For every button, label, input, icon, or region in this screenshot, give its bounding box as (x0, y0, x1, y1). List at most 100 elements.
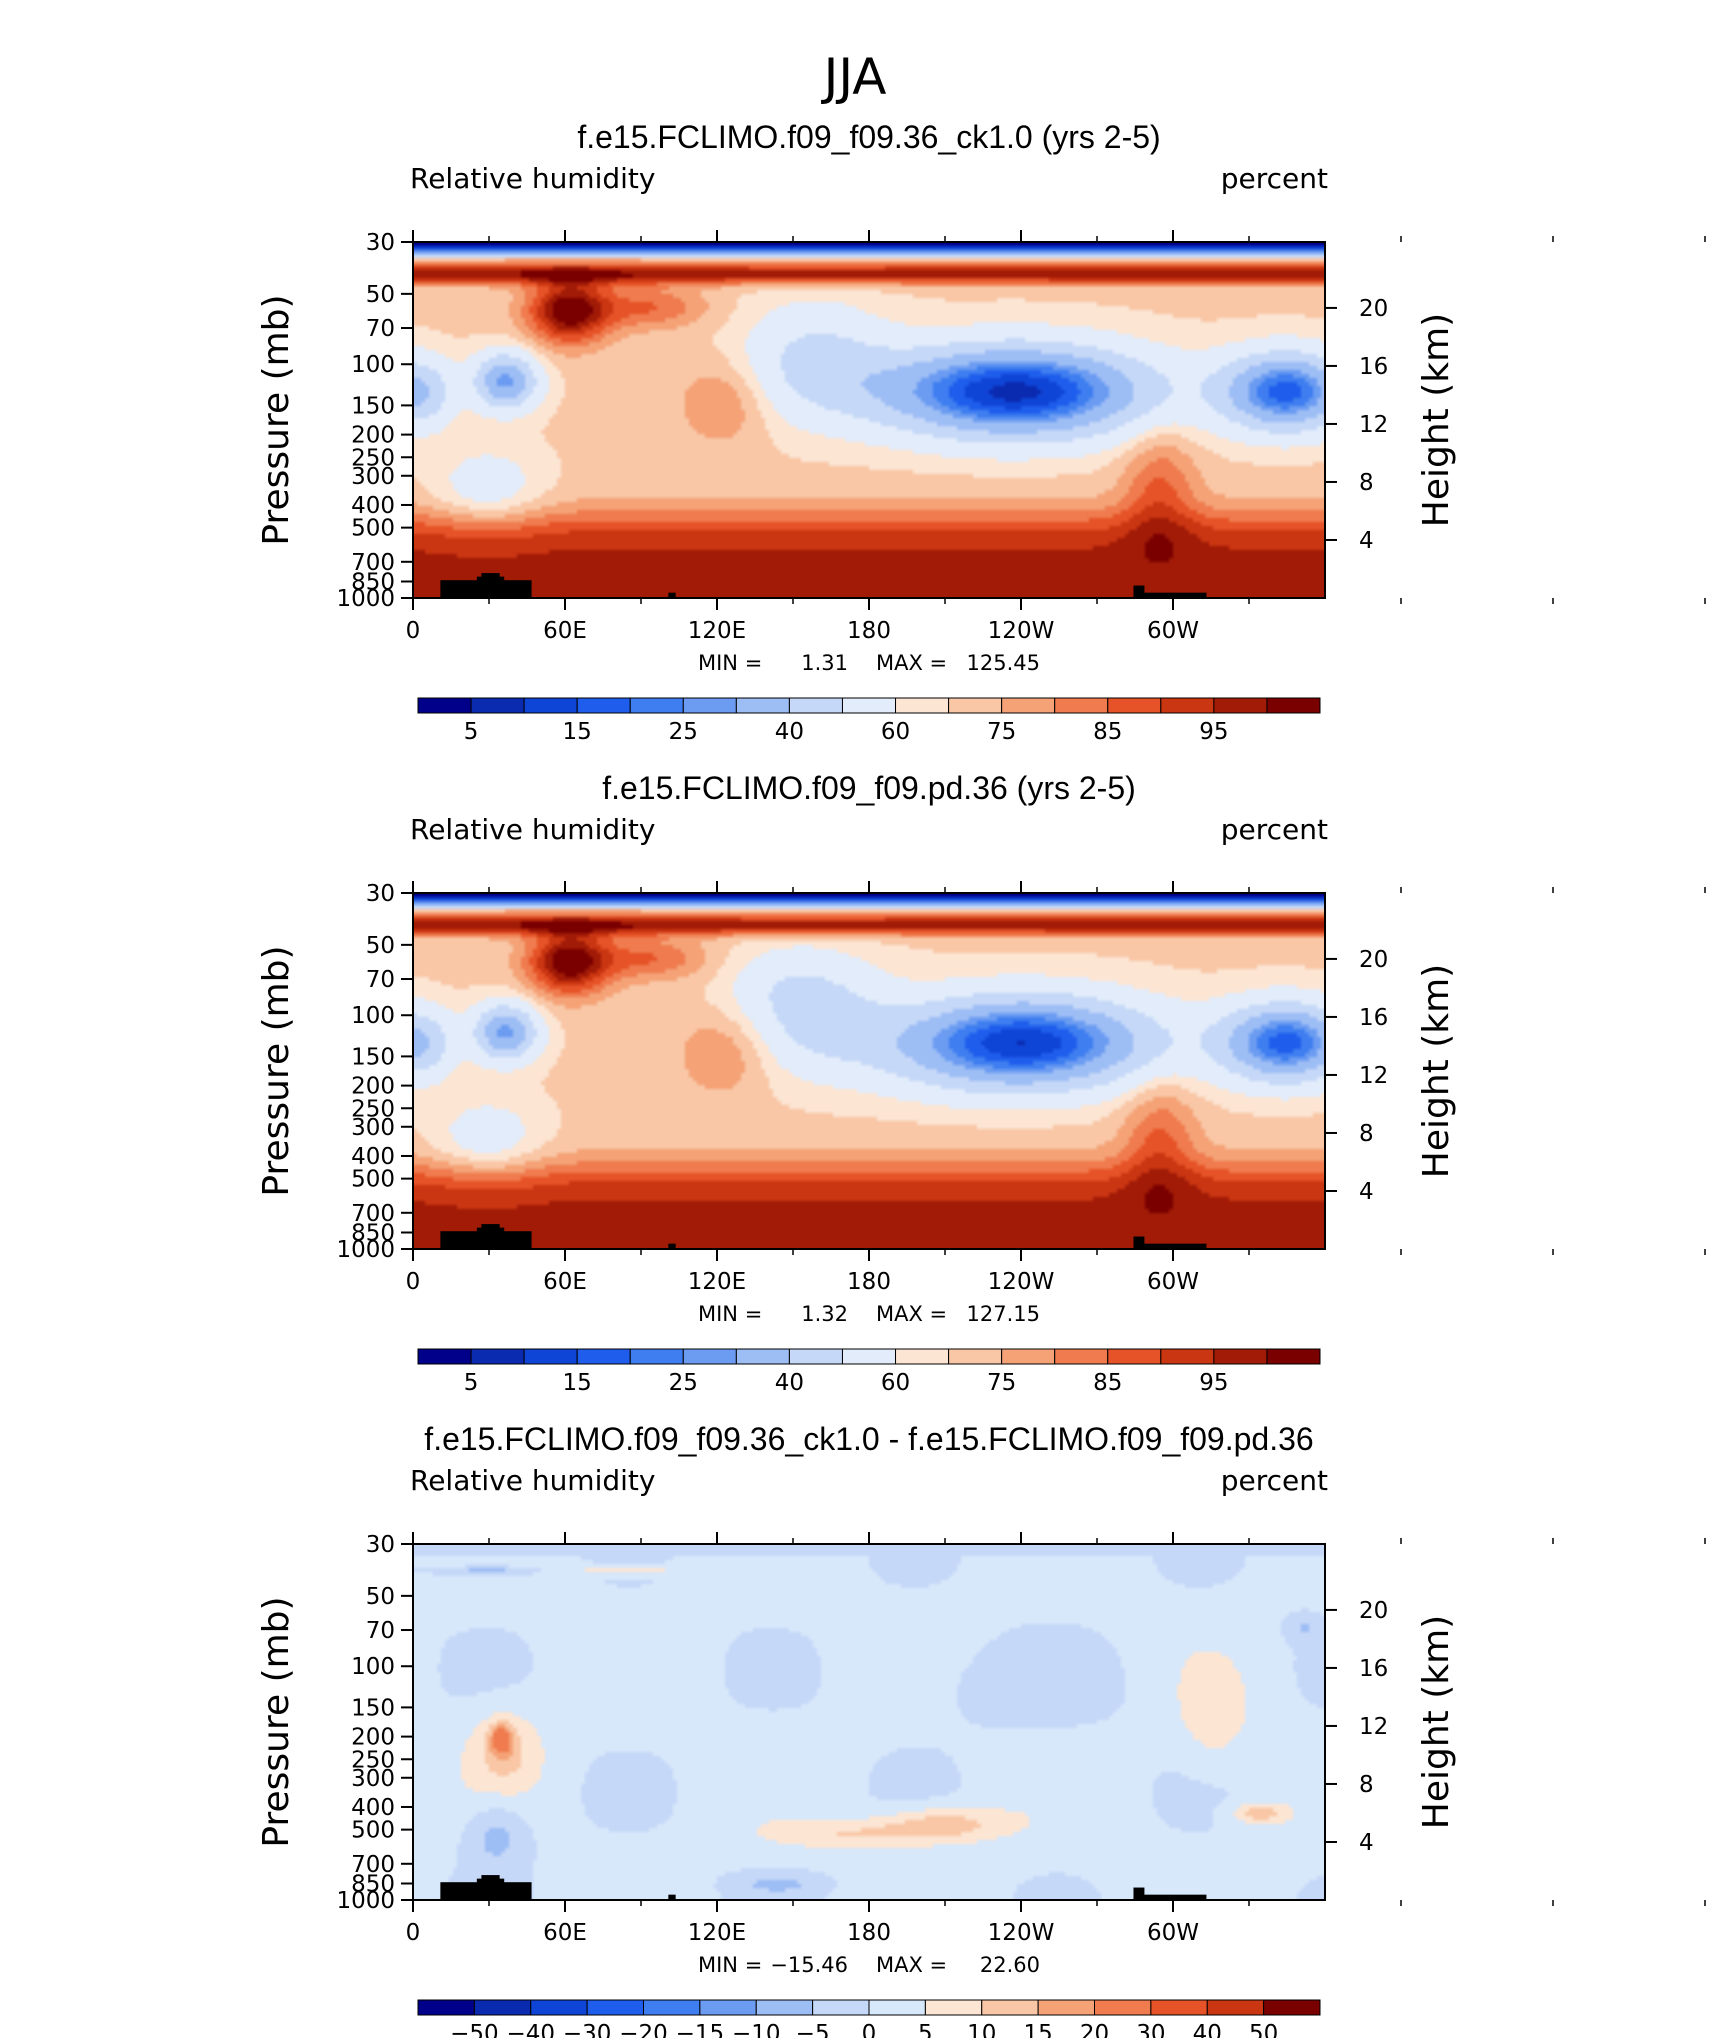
y-tick-label: 150 (351, 1044, 395, 1070)
colorbar-swatch (1054, 697, 1109, 714)
y2-tick-label: 8 (1359, 470, 1374, 496)
colorbar-swatch (981, 1999, 1039, 2016)
panel-left-label: Relative humidity (410, 813, 655, 846)
colorbar-swatch (1266, 1348, 1321, 1365)
max-label: MAX = (876, 1302, 947, 1326)
y-tick-label: 50 (366, 282, 395, 308)
y-tick-label: 700 (351, 550, 395, 576)
topography-block (1133, 1236, 1145, 1249)
colorbar-swatch (1001, 697, 1056, 714)
heatmap-canvas (413, 893, 1325, 1249)
colorbar-swatch (576, 1348, 631, 1365)
y-axis-title: Pressure (mb) (256, 1596, 297, 1847)
colorbar-swatch (1266, 697, 1321, 714)
colorbar: −50 −40 −30 −20 −15 −10 −5 0 5 10 15 20 30 40 50 (417, 1999, 1321, 2038)
topography-block (1133, 1894, 1207, 1900)
y-tick-label: 850 (351, 570, 395, 596)
y-tick-label: 250 (351, 1747, 395, 1773)
x-tick-label: 0 (406, 618, 421, 644)
min-label: MIN = (698, 651, 762, 675)
y-tick-label: 50 (366, 1584, 395, 1610)
colorbar-swatch (530, 1999, 588, 2016)
y-tick-label: 100 (351, 1003, 395, 1029)
y-tick-label: 500 (351, 1167, 395, 1193)
y-tick-label: 100 (351, 1654, 395, 1680)
colorbar-swatch (735, 697, 790, 714)
colorbar-label: 25 (669, 1370, 698, 1396)
y-tick-label: 850 (351, 1872, 395, 1898)
colorbar-label: −20 (619, 2021, 668, 2038)
colorbar-swatch (1263, 1999, 1321, 2016)
y-tick-label: 1000 (336, 1888, 395, 1914)
colorbar-label: −30 (563, 2021, 612, 2038)
colorbar-swatch (735, 1348, 790, 1365)
colorbar-swatch (629, 1348, 684, 1365)
colorbar-label: 5 (464, 1370, 479, 1396)
colorbar-label: 20 (1080, 2021, 1109, 2038)
topography-block (1133, 585, 1145, 598)
panel-left-label: Relative humidity (410, 162, 655, 195)
y2-tick-label: 16 (1359, 354, 1388, 380)
colorbar-label: 15 (563, 1370, 592, 1396)
y2-axis: 20 16 12 8 4 (1325, 1598, 1388, 1856)
panel-3: f.e15.FCLIMO.f09_f09.36_ck1.0 - f.e15.FC… (256, 1421, 1706, 2038)
y2-axis: 20 16 12 8 4 (1325, 296, 1388, 554)
colorbar: 5 15 25 40 60 75 85 95 (417, 1348, 1321, 1396)
topography-block (1133, 1243, 1207, 1249)
colorbar-label: 95 (1199, 719, 1228, 745)
min-max: MIN = 1.32 MAX = 127.15 (698, 1302, 1040, 1326)
colorbar-label: 10 (967, 2021, 996, 2038)
colorbar-swatch (948, 1348, 1003, 1365)
colorbar-label: −50 (450, 2021, 499, 2038)
colorbar-swatch (841, 697, 897, 714)
topography (440, 573, 1207, 598)
x-tick-label: 120E (688, 618, 746, 644)
y-tick-label: 500 (351, 516, 395, 542)
x-tick-label: 120W (988, 1920, 1055, 1946)
panel-left-label: Relative humidity (410, 1464, 655, 1497)
colorbar-swatch (576, 697, 631, 714)
x-axis: 0 60E 120E 180 120W 60W (406, 881, 1706, 1295)
y2-tick-label: 16 (1359, 1005, 1388, 1031)
y-tick-label: 500 (351, 1818, 395, 1844)
x-tick-label: 180 (847, 1269, 891, 1295)
y2-tick-label: 16 (1359, 1656, 1388, 1682)
y2-tick-label: 4 (1359, 1830, 1374, 1856)
colorbar-swatch (755, 1999, 814, 2016)
colorbar-swatch (1094, 1999, 1152, 2016)
y-tick-label: 70 (366, 1618, 395, 1644)
topography-block (454, 1232, 527, 1249)
y2-axis-title: Height (km) (1416, 964, 1457, 1178)
min-max: MIN = 1.31 MAX = 125.45 (698, 651, 1040, 675)
x-tick-label: 0 (406, 1269, 421, 1295)
colorbar-swatch (948, 697, 1003, 714)
colorbar-label: −15 (676, 2021, 725, 2038)
y-tick-label: 70 (366, 967, 395, 993)
y-tick-label: 300 (351, 1115, 395, 1141)
colorbar-swatch (812, 1999, 870, 2016)
min-label: MIN = (698, 1302, 762, 1326)
topography-block (668, 1243, 676, 1249)
y2-tick-label: 8 (1359, 1121, 1374, 1147)
colorbar-swatch (417, 1999, 475, 2016)
max-label: MAX = (876, 651, 947, 675)
topography-block (668, 1894, 676, 1900)
colorbar-swatch (924, 1999, 983, 2016)
colorbar-label: 15 (563, 719, 592, 745)
panels: f.e15.FCLIMO.f09_f09.36_ck1.0 (yrs 2-5) R… (256, 119, 1706, 2038)
panel-1: f.e15.FCLIMO.f09_f09.36_ck1.0 (yrs 2-5) R… (256, 119, 1706, 745)
x-tick-label: 120W (988, 1269, 1055, 1295)
x-tick-label: 0 (406, 1920, 421, 1946)
y-tick-label: 850 (351, 1221, 395, 1247)
colorbar-label: 0 (862, 2021, 877, 2038)
y2-tick-label: 12 (1359, 1063, 1388, 1089)
colorbar-swatch (682, 1348, 737, 1365)
heatmap-field (413, 893, 1325, 1249)
x-axis: 0 60E 120E 180 120W 60W (406, 1532, 1706, 1946)
colorbar-swatch (1150, 1999, 1208, 2016)
colorbar-swatch (1107, 1348, 1162, 1365)
heatmap-canvas (413, 1544, 1325, 1900)
colorbar-swatch (643, 1999, 701, 2016)
x-tick-label: 120W (988, 618, 1055, 644)
